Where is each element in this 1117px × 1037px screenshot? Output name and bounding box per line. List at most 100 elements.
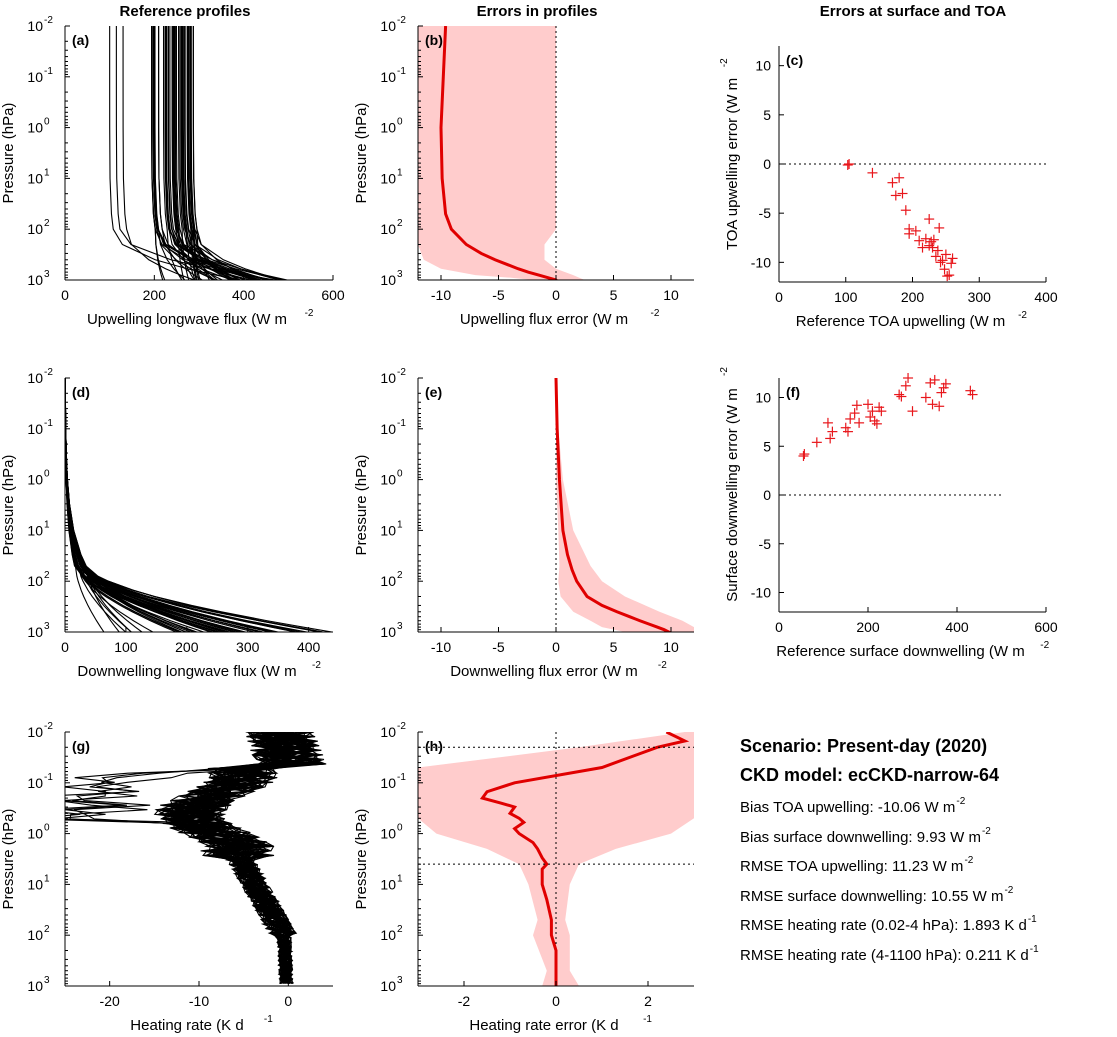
x-tick-label: -10 [431, 639, 451, 655]
reference-profile [65, 378, 105, 632]
y-tick-exponent: -2 [397, 15, 406, 26]
summary-box: Scenario: Present-day (2020) CKD model: … [740, 732, 1110, 967]
scatter-point [867, 406, 878, 417]
scatter-point [876, 406, 887, 417]
x-tick-label: 200 [856, 619, 880, 635]
panel-label: (e) [425, 384, 442, 400]
summary-stat: RMSE heating rate (4-1100 hPa): 0.211 K … [740, 938, 1110, 968]
scatter-point [910, 225, 921, 236]
y-tick-exponent: 3 [397, 621, 403, 632]
scatter-point [917, 242, 928, 253]
x-tick-label: 0 [61, 287, 69, 303]
y-tick-label: 10 [380, 170, 396, 186]
scatter-point [930, 251, 941, 262]
x-tick-label: 200 [175, 639, 199, 655]
y-tick-label: 10 [27, 927, 43, 943]
y-tick-exponent: -1 [397, 66, 406, 77]
panel-f: 0 200 400 600 -10 -5 0 5 10 Reference surface dow… [719, 367, 1058, 660]
scatter-point [944, 270, 955, 281]
panel-label: (a) [72, 32, 89, 48]
reference-profile [190, 26, 233, 280]
x-axis-label: Downwelling flux error (W m [450, 663, 638, 680]
summary-stat: RMSE heating rate (0.02-4 hPa): 1.893 K … [740, 908, 1110, 938]
x-axis-label-sup: -2 [651, 308, 660, 319]
x-axis-label-sup: -2 [312, 660, 321, 671]
reference-profile [169, 732, 314, 984]
summary-stat-text: RMSE TOA upwelling: 11.23 W m [740, 858, 964, 875]
scatter-point [939, 264, 950, 275]
x-axis-label-sup: -1 [643, 1014, 652, 1025]
scatter-point [863, 399, 873, 410]
x-tick-label: 300 [968, 289, 992, 305]
x-axis-label-sup: -2 [1018, 310, 1027, 321]
x-tick-label: 5 [610, 639, 618, 655]
scatter-point [932, 245, 943, 256]
mean-error-line [479, 732, 690, 986]
y-tick-exponent: 1 [44, 519, 50, 530]
y-tick-exponent: 0 [44, 823, 50, 834]
x-axis-label: Upwelling longwave flux (W m [87, 311, 287, 328]
y-tick-label: 10 [380, 876, 396, 892]
x-axis-label: Reference TOA upwelling (W m [796, 313, 1006, 330]
y-tick-label: 10 [380, 927, 396, 943]
x-tick-label: -5 [492, 639, 505, 655]
scatter-point [926, 236, 937, 247]
reference-profile [65, 378, 221, 632]
x-axis-label: Upwelling flux error (W m [460, 311, 628, 328]
scatter-point [844, 159, 855, 169]
scatter-point [927, 242, 938, 253]
y-tick-label: 10 [380, 69, 396, 85]
scatter-point [920, 233, 931, 244]
y-axis-label: Pressure (hPa) [353, 809, 370, 910]
y-tick-label: -10 [751, 585, 771, 601]
y-tick-exponent: 3 [397, 975, 403, 986]
y-tick-exponent: 3 [44, 975, 50, 986]
x-tick-label: 600 [1034, 619, 1058, 635]
reference-profile [168, 732, 292, 984]
y-tick-exponent: -2 [44, 721, 53, 732]
plot-area [418, 732, 694, 986]
y-tick-label: 10 [27, 69, 43, 85]
y-axis-label: Pressure (hPa) [0, 809, 17, 910]
scatter-point [799, 449, 810, 460]
x-axis-label: Reference surface downwelling (W m [776, 643, 1024, 660]
y-tick-label: 10 [380, 472, 396, 488]
reference-profile [178, 26, 190, 280]
y-tick-exponent: 2 [397, 924, 403, 935]
plot-area [65, 378, 333, 632]
summary-stat-sup: -2 [1004, 884, 1014, 896]
reference-profile [122, 26, 195, 280]
y-axis-label: Pressure (hPa) [0, 103, 17, 204]
scatter-point [967, 389, 978, 400]
scatter-point [798, 451, 809, 461]
y-tick-exponent: -1 [397, 418, 406, 429]
x-tick-label: 0 [284, 993, 292, 1009]
scatter-point [897, 188, 908, 199]
x-tick-label: 0 [775, 619, 783, 635]
y-tick-label: 10 [27, 775, 43, 791]
y-tick-label: 10 [380, 18, 396, 34]
y-tick-exponent: 1 [397, 167, 403, 178]
x-axis-label-sup: -2 [1040, 640, 1049, 651]
reference-profile [173, 26, 185, 280]
y-tick-exponent: -2 [44, 367, 53, 378]
y-tick-label: 10 [27, 370, 43, 386]
y-axis-label: Pressure (hPa) [353, 455, 370, 556]
summary-stat-sup: -2 [981, 825, 991, 837]
x-axis-label-sup: -1 [264, 1014, 273, 1025]
y-tick-label: 10 [380, 272, 396, 288]
y-tick-label: 10 [27, 978, 43, 994]
x-tick-label: 10 [663, 287, 679, 303]
scatter-point [928, 234, 939, 245]
y-tick-label: 10 [27, 876, 43, 892]
reference-profile [65, 378, 246, 632]
scatter-point [811, 437, 822, 448]
scatter-point [851, 400, 862, 411]
panel-label: (g) [72, 738, 90, 754]
scatter-point [842, 426, 853, 437]
x-axis-label: Heating rate error (K d [469, 1017, 618, 1034]
scatter-point [842, 159, 853, 170]
y-axis-label: Pressure (hPa) [0, 455, 17, 556]
